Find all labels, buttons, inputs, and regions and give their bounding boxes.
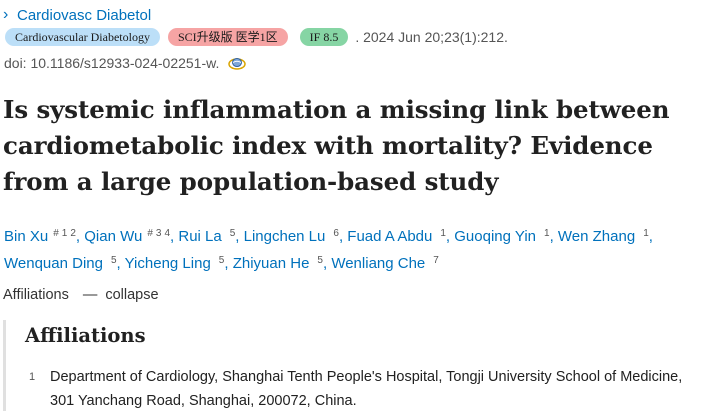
author-affiliation-marks: 7 [430, 255, 439, 266]
author-name-link[interactable]: Yicheng Ling [124, 255, 211, 272]
author-affiliation-marks: 1 [640, 228, 649, 239]
affiliation-ref-link[interactable]: 1 [61, 228, 68, 239]
author-affiliation-marks: 1 [541, 228, 550, 239]
journal-link[interactable]: Cardiovasc Diabetol [17, 6, 152, 24]
author-list: Bin Xu #1 2, Qian Wu #3 4, Rui La 5, Lingchen… [4, 228, 653, 272]
external-link-icon[interactable] [227, 55, 247, 71]
affiliations-toggle-label: Affiliations [3, 287, 69, 303]
citation-text: . 2024 Jun 20;23(1):212. [355, 29, 508, 45]
author-name-link[interactable]: Wenliang Che [331, 255, 426, 272]
affiliation-ref-link[interactable]: 1 [440, 228, 446, 239]
author-affiliation-marks: 1 [437, 228, 446, 239]
author-affiliation-marks: 5 [314, 255, 323, 266]
author-name-link[interactable]: Lingchen Lu [243, 228, 326, 245]
affiliations-heading: Affiliations [25, 324, 146, 347]
collapse-link[interactable]: collapse [105, 287, 159, 303]
toggle-separator: — [82, 287, 98, 303]
author-item: Zhiyuan He 5 [233, 255, 323, 272]
author-name-link[interactable]: Wen Zhang [557, 228, 636, 245]
equal-contribution-mark: # [147, 228, 153, 239]
affiliation-ref-link[interactable]: 5 [110, 255, 117, 266]
author-item: Fuad A Abdu 1 [347, 228, 446, 245]
author-affiliation-marks: #3 4 [147, 228, 170, 239]
author-affiliation-marks: #1 2 [53, 228, 76, 239]
affiliation-number: 1 [29, 371, 36, 383]
author-name-link[interactable]: Rui La [178, 228, 222, 245]
author-item: Lingchen Lu 6 [244, 228, 339, 245]
author-item: Wen Zhang 1 [558, 228, 649, 245]
affiliation-ref-link[interactable]: 5 [218, 255, 225, 266]
author-item: Yicheng Ling 5 [125, 255, 225, 272]
affiliation-ref-link[interactable]: 2 [70, 228, 76, 239]
author-name-link[interactable]: Qian Wu [84, 228, 143, 245]
author-item: Qian Wu #3 4 [84, 228, 170, 245]
author-item: Wenquan Ding 5 [4, 255, 117, 272]
author-name-link[interactable]: Fuad A Abdu [347, 228, 433, 245]
affiliation-ref-link[interactable]: 7 [433, 255, 439, 266]
journal-row: › Cardiovasc Diabetol [3, 5, 151, 25]
doi-row: doi: 10.1186/s12933-024-02251-w. [4, 52, 247, 74]
affiliation-ref-link[interactable]: 4 [164, 228, 171, 239]
affiliation-ref-link[interactable]: 5 [317, 255, 323, 266]
affiliation-ref-link[interactable]: 1 [643, 228, 649, 239]
author-item: Bin Xu #1 2 [4, 228, 76, 245]
sci-rank-badge: SCI升级版 医学1区 [167, 28, 288, 46]
doi-text[interactable]: doi: 10.1186/s12933-024-02251-w. [4, 55, 220, 71]
equal-contribution-mark: # [53, 228, 59, 239]
author-item: Guoqing Yin 1 [454, 228, 549, 245]
author-name-link[interactable]: Guoqing Yin [454, 228, 536, 245]
journal-badge[interactable]: Cardiovascular Diabetology [5, 28, 160, 46]
affiliation-item: 1 Department of Cardiology, Shanghai Ten… [29, 365, 709, 413]
author-name-link[interactable]: Zhiyuan He [232, 255, 310, 272]
author-item: Rui La 5 [178, 228, 235, 245]
author-item: Wenliang Che 7 [331, 255, 439, 272]
author-affiliation-marks: 5 [216, 255, 225, 266]
meta-row: Cardiovascular Diabetology SCI升级版 医学1区 I… [5, 27, 508, 47]
author-name-link[interactable]: Bin Xu [4, 228, 49, 245]
affiliation-ref-link[interactable]: 3 [155, 228, 162, 239]
chevron-right-icon: › [3, 6, 9, 23]
author-affiliation-marks: 5 [108, 255, 117, 266]
affiliations-toggle: Affiliations — collapse [3, 285, 159, 305]
author-name-link[interactable]: Wenquan Ding [4, 255, 103, 272]
impact-factor-badge: IF 8.5 [299, 28, 349, 46]
author-affiliation-marks: 5 [227, 228, 236, 239]
article-title: Is systemic inflammation a missing link … [3, 95, 670, 196]
affiliation-text: Department of Cardiology, Shanghai Tenth… [50, 369, 683, 409]
affiliation-ref-link[interactable]: 6 [333, 228, 339, 239]
affiliation-ref-link[interactable]: 5 [229, 228, 236, 239]
author-affiliation-marks: 6 [330, 228, 339, 239]
affiliation-ref-link[interactable]: 1 [544, 228, 550, 239]
affiliations-panel: Affiliations 1 Department of Cardiology,… [3, 320, 726, 411]
